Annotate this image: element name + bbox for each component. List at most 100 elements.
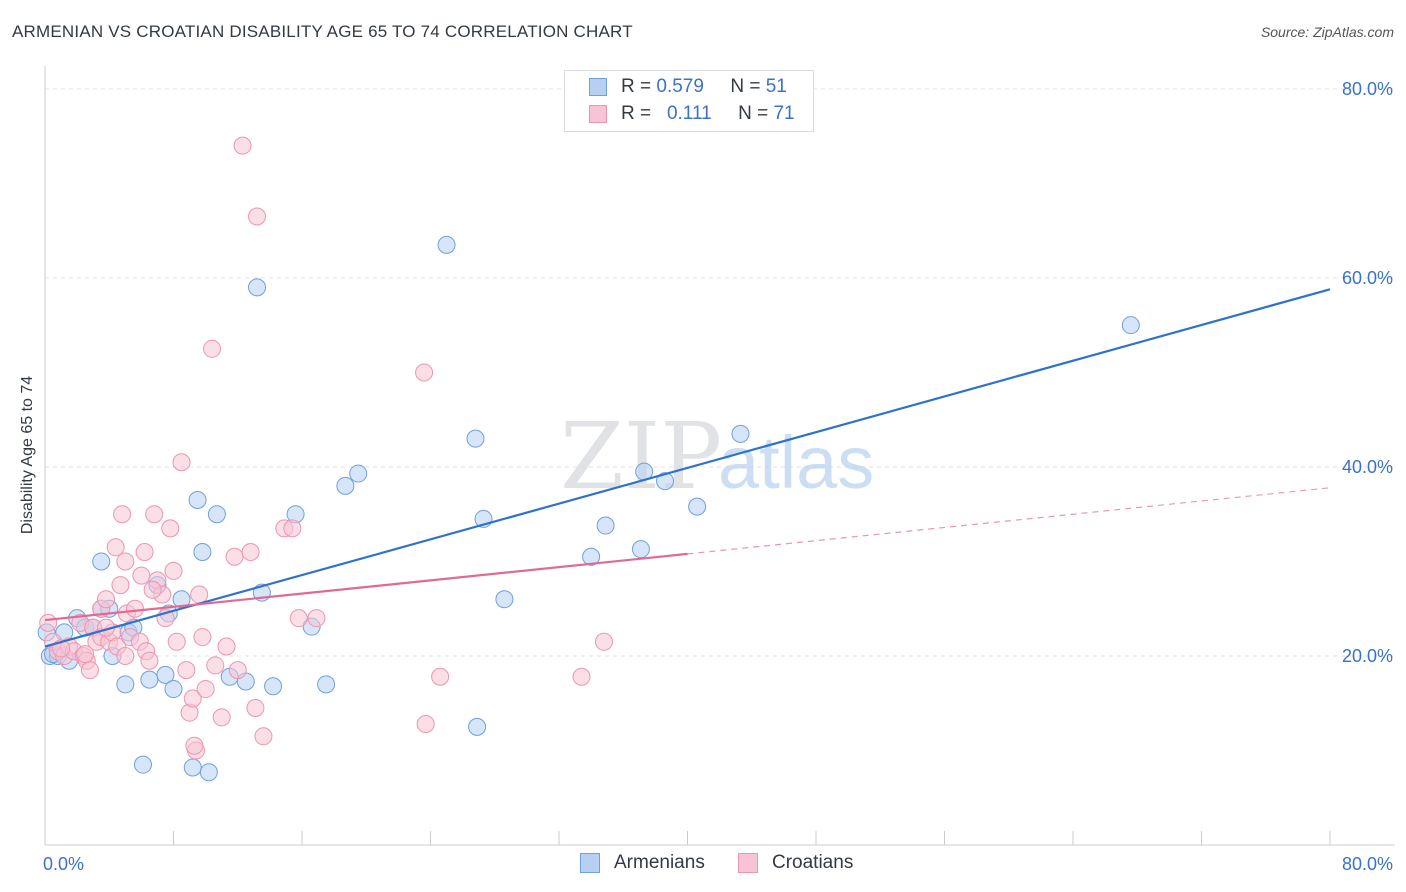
axes xyxy=(44,66,1395,846)
croatian-point xyxy=(167,632,186,651)
croatian-point xyxy=(143,580,162,599)
croatian-point xyxy=(135,543,154,562)
armenian-point xyxy=(596,516,615,535)
croatian-trend-extension xyxy=(687,487,1331,555)
armenian-point xyxy=(188,491,207,510)
croatian-point xyxy=(164,561,183,580)
croatian-point xyxy=(185,736,204,755)
data-points xyxy=(37,136,1140,782)
croatian-point xyxy=(283,519,302,538)
x-tick-label: 0.0% xyxy=(43,854,84,874)
armenian-point xyxy=(349,464,368,483)
croatian-point xyxy=(177,661,196,680)
armenian-point xyxy=(468,717,487,736)
correlation-legend: R = 0.579 N = 51 R = 0.111 N = 71 xyxy=(564,70,814,132)
armenian-point xyxy=(133,755,152,774)
croatian-point xyxy=(113,505,132,524)
tick-labels: 20.0% 40.0% 60.0% 80.0% 0.0% 80.0% xyxy=(43,79,1393,874)
armenian-point xyxy=(140,670,159,689)
watermark-zip: ZIP xyxy=(560,403,722,510)
armenian-point xyxy=(248,278,267,297)
armenian-point xyxy=(495,590,514,609)
armenian-point xyxy=(264,677,283,696)
armenian-point xyxy=(183,758,202,777)
croatian-point xyxy=(145,505,164,524)
croatian-point xyxy=(217,637,236,656)
legend-r-value: 0.579 xyxy=(656,76,704,97)
armenian-trend-line xyxy=(44,288,1331,648)
croatian-point xyxy=(193,628,212,647)
armenian-point xyxy=(156,665,175,684)
croatian-point xyxy=(289,609,308,628)
croatian-trend-line xyxy=(44,552,688,622)
y-tick-label: 20.0% xyxy=(1342,646,1393,666)
croatian-point xyxy=(307,609,326,628)
legend-r-label: R = xyxy=(621,76,652,97)
watermark: ZIP atlas xyxy=(560,403,874,510)
croatian-point xyxy=(233,136,252,155)
legend-n-label: N = xyxy=(738,103,769,124)
armenian-point xyxy=(656,472,675,491)
armenian-point xyxy=(582,547,601,566)
y-tick-label: 60.0% xyxy=(1342,268,1393,288)
croatian-point xyxy=(246,698,265,717)
croatian-point xyxy=(415,363,434,382)
armenian-point xyxy=(199,763,218,782)
croatian-point xyxy=(111,576,130,595)
croatian-point xyxy=(241,543,260,562)
armenian-point xyxy=(207,505,226,524)
legend-n-value: 51 xyxy=(765,76,787,97)
croatian-point xyxy=(132,566,151,585)
armenian-point xyxy=(631,540,650,559)
trend-lines xyxy=(44,288,1331,648)
armenian-point xyxy=(193,543,212,562)
armenian-point xyxy=(92,552,111,571)
croatian-point xyxy=(161,519,180,538)
croatian-point xyxy=(416,715,435,734)
croatian-point xyxy=(80,661,99,680)
armenian-point xyxy=(1121,316,1140,335)
legend-r-label: R = xyxy=(621,103,652,124)
legend-r-value: 0.111 xyxy=(666,103,712,124)
croatian-point xyxy=(572,667,591,686)
legend-n-value: 71 xyxy=(773,103,795,124)
croatian-point xyxy=(254,727,273,746)
croatian-point xyxy=(431,667,450,686)
y-tick-label: 40.0% xyxy=(1342,457,1393,477)
armenians-swatch xyxy=(589,78,607,96)
armenian-point xyxy=(688,497,707,516)
croatian-point xyxy=(190,585,209,604)
x-tick-label: 80.0% xyxy=(1342,854,1393,874)
armenian-point xyxy=(336,476,355,495)
chart-title: ARMENIAN VS CROATIAN DISABILITY AGE 65 T… xyxy=(12,22,633,41)
croatian-point xyxy=(183,689,202,708)
croatian-point xyxy=(172,453,191,472)
croatian-point xyxy=(116,552,135,571)
y-tick-label: 80.0% xyxy=(1342,79,1393,99)
armenian-point xyxy=(731,424,750,443)
armenian-point xyxy=(437,235,456,254)
croatian-point xyxy=(206,656,225,675)
croatian-point xyxy=(97,590,116,609)
armenians-legend-label: Armenians xyxy=(614,852,705,873)
source-credit: Source: ZipAtlas.com xyxy=(1260,24,1394,40)
croatian-point xyxy=(140,651,159,670)
croatian-point xyxy=(225,547,244,566)
armenians-legend-swatch xyxy=(580,853,600,873)
croatian-point xyxy=(212,708,231,727)
croatian-point xyxy=(76,645,95,664)
gridlines xyxy=(45,88,1395,657)
croatian-point xyxy=(39,613,58,632)
croatians-legend-swatch xyxy=(738,853,758,873)
armenian-point xyxy=(164,680,183,699)
croatian-point xyxy=(196,680,215,699)
croatian-point xyxy=(594,632,613,651)
armenian-point xyxy=(466,429,485,448)
croatian-point xyxy=(228,661,247,680)
legend-n-label: N = xyxy=(730,76,761,97)
croatian-point xyxy=(106,538,125,557)
armenian-point xyxy=(116,675,135,694)
croatians-swatch xyxy=(589,105,607,123)
croatian-point xyxy=(116,646,135,665)
